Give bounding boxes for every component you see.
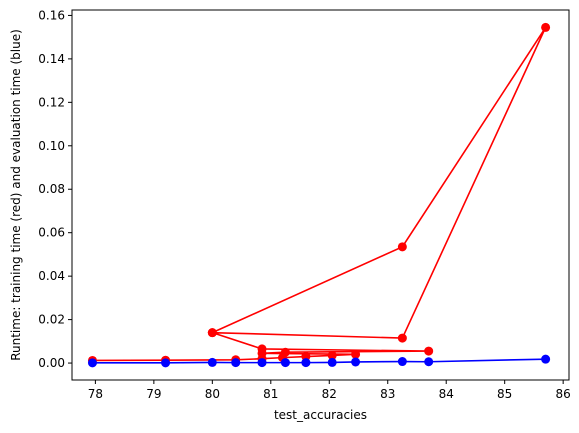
- x-tick-label: 81: [263, 387, 278, 401]
- series-1-point: [207, 357, 217, 367]
- plot-frame: [71, 9, 570, 381]
- y-tick-label: 0.06: [38, 226, 65, 240]
- series-0-point: [397, 333, 407, 343]
- series-0-point: [327, 350, 337, 360]
- series-0-point: [351, 349, 361, 359]
- y-tick-label: 0.00: [38, 356, 65, 370]
- series-1-point: [327, 357, 337, 367]
- plot-background: [72, 10, 569, 380]
- series-0-point: [541, 22, 551, 32]
- series-0-point: [424, 346, 434, 356]
- y-tick-label: 0.08: [38, 182, 65, 196]
- y-tick-label: 0.12: [38, 95, 65, 109]
- y-tick-label: 0.10: [38, 139, 65, 153]
- series-0-point: [257, 344, 267, 354]
- x-axis: 78 79 80 81 82 83 84 85 86: [88, 380, 571, 401]
- series-1-point: [280, 358, 290, 368]
- series-0-point: [397, 242, 407, 252]
- series-layer: [87, 22, 551, 368]
- series-1-point: [351, 357, 361, 367]
- y-tick-label: 0.02: [38, 313, 65, 327]
- x-tick-label: 80: [205, 387, 220, 401]
- y-axis-label: Runtime: training time (red) and evaluat…: [9, 29, 23, 361]
- x-tick-label: 86: [556, 387, 571, 401]
- series-1-point: [301, 358, 311, 368]
- series-1-point: [397, 357, 407, 367]
- series-1-point: [87, 358, 97, 368]
- series-1-point: [161, 358, 171, 368]
- y-tick-label: 0.16: [38, 8, 65, 22]
- series-1-point: [231, 358, 241, 368]
- x-axis-label: test_accuracies: [274, 408, 367, 422]
- series-1-point: [257, 358, 267, 368]
- series-1-point: [424, 357, 434, 367]
- x-tick-label: 78: [88, 387, 103, 401]
- x-tick-label: 85: [497, 387, 512, 401]
- series-1-point: [541, 354, 551, 364]
- x-tick-label: 83: [380, 387, 395, 401]
- x-tick-label: 82: [322, 387, 337, 401]
- series-0-point: [280, 347, 290, 357]
- x-tick-label: 79: [146, 387, 161, 401]
- y-tick-label: 0.14: [38, 52, 65, 66]
- series-0-point: [207, 328, 217, 338]
- y-tick-label: 0.04: [38, 269, 65, 283]
- x-tick-label: 84: [439, 387, 454, 401]
- y-axis: 0.00 0.02 0.04 0.06 0.08 0.10 0.12 0.14 0.16: [38, 8, 72, 370]
